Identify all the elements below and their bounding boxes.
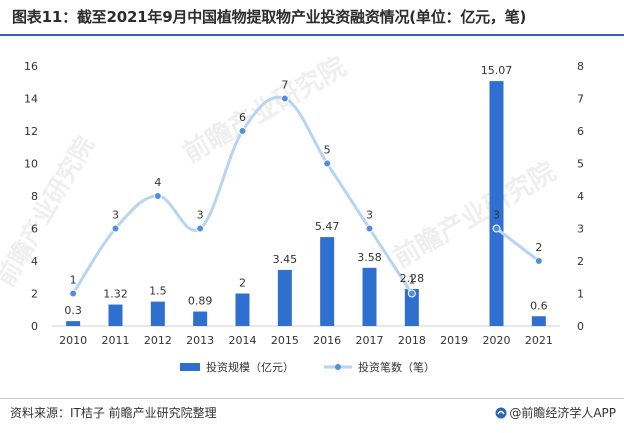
legend-line-label: 投资笔数（笔） (358, 360, 435, 374)
source-note: 资料来源：IT桔子 前瞻产业研究院整理 (10, 406, 217, 420)
line-marker (323, 159, 332, 168)
x-tick-label: 2011 (102, 334, 130, 347)
y-right-tick-label: 4 (577, 190, 584, 203)
y-axis-left: 0 2 4 6 8 10 12 14 16 (24, 60, 38, 333)
bar-value-label: 3.45 (273, 253, 298, 266)
x-tick-label: 2020 (483, 334, 511, 347)
line-marker (492, 224, 501, 233)
legend-line-marker (335, 364, 341, 370)
y-left-tick-label: 0 (31, 320, 38, 333)
line-value-label: 3 (197, 209, 204, 222)
bar (489, 81, 504, 326)
line-value-label: 3 (112, 209, 119, 222)
bar (404, 288, 419, 326)
line-value-label: 1 (408, 274, 415, 287)
x-tick-label: 2019 (440, 334, 468, 347)
bar (150, 301, 165, 326)
y-right-tick-label: 5 (577, 158, 584, 171)
line-value-label: 6 (239, 111, 246, 124)
bar (193, 311, 208, 326)
bar-value-label: 0.3 (64, 304, 82, 317)
y-right-tick-label: 7 (577, 93, 584, 106)
x-tick-label: 2014 (229, 334, 257, 347)
bar-value-label: 2 (239, 277, 246, 290)
line-value-label: 2 (535, 241, 542, 254)
bar (531, 316, 546, 326)
x-tick-label: 2017 (356, 334, 384, 347)
line-value-label: 4 (154, 176, 161, 189)
y-left-tick-label: 4 (31, 255, 38, 268)
bar-data-labels: 0.3 1.32 1.5 0.89 2 3.45 5.47 3.58 2.28 15.07 0.6 (64, 64, 547, 317)
y-right-tick-label: 0 (577, 320, 584, 333)
legend-bar-swatch (180, 363, 200, 371)
bar (362, 267, 377, 326)
bar-value-label: 3.58 (357, 251, 382, 264)
bar-value-label: 1.32 (103, 288, 128, 301)
line-marker (365, 224, 374, 233)
line-data-labels: 1 3 4 3 6 7 5 3 1 3 2 (70, 79, 543, 287)
x-tick-label: 2013 (186, 334, 214, 347)
line-series (69, 94, 543, 298)
watermark: 前瞻产业研究院 (0, 132, 99, 291)
legend-bar-label: 投资规模（亿元） (206, 360, 294, 374)
brand-logo-icon (495, 407, 507, 419)
y-left-tick-label: 2 (31, 288, 38, 301)
bar-value-label: 5.47 (315, 220, 340, 233)
line-marker (69, 289, 78, 298)
y-right-tick-label: 6 (577, 125, 584, 138)
x-tick-label: 2021 (525, 334, 553, 347)
y-left-tick-label: 10 (24, 158, 38, 171)
title-divider (0, 34, 624, 36)
bar-series (66, 81, 546, 326)
bar (235, 293, 250, 326)
bar (66, 321, 81, 326)
line-marker (534, 257, 543, 265)
bar (108, 304, 123, 326)
y-right-tick-label: 2 (577, 255, 584, 268)
line-marker (280, 94, 289, 103)
y-left-tick-label: 12 (24, 125, 38, 138)
x-tick-label: 2015 (271, 334, 299, 347)
y-right-tick-label: 3 (577, 223, 584, 236)
line-value-label: 3 (493, 209, 500, 222)
x-axis: 2010 2011 2012 2013 2014 2015 2016 2017 2018 2019… (59, 334, 553, 347)
brand-text: @前瞻经济学人APP (509, 406, 616, 420)
x-tick-label: 2016 (313, 334, 341, 347)
y-left-tick-label: 6 (31, 223, 38, 236)
bar-value-label: 0.89 (188, 295, 213, 308)
x-tick-label: 2012 (144, 334, 172, 347)
line-value-label: 1 (70, 274, 77, 287)
line-marker (238, 127, 247, 135)
bar-value-label: 2.28 (400, 272, 425, 285)
y-left-tick-label: 8 (31, 190, 38, 203)
x-tick-label: 2010 (59, 334, 87, 347)
bar-value-label: 15.07 (481, 64, 513, 77)
y-axis-right: 0 1 2 3 4 5 6 7 8 (577, 60, 584, 333)
bar (277, 269, 292, 326)
x-tick-label: 2018 (398, 334, 426, 347)
chart-title: 图表11：截至2021年9月中国植物提取物产业投资融资情况(单位：亿元，笔) (12, 8, 527, 26)
y-right-tick-label: 8 (577, 60, 584, 73)
legend: 投资规模（亿元） 投资笔数（笔） (180, 360, 435, 374)
line-marker (111, 224, 120, 233)
line-value-label: 5 (324, 144, 331, 157)
bar-value-label: 1.5 (149, 285, 167, 298)
line-value-label: 7 (281, 79, 288, 92)
line-value-label: 3 (366, 209, 373, 222)
line-marker (407, 289, 416, 298)
bar-value-label: 0.6 (530, 299, 548, 312)
y-left-tick-label: 16 (24, 60, 38, 73)
y-left-tick-label: 14 (24, 93, 38, 106)
bar (320, 237, 335, 326)
line-marker (196, 224, 205, 233)
line-marker (153, 192, 162, 200)
brand-credit: @前瞻经济学人APP (495, 404, 616, 421)
y-right-tick-label: 1 (577, 288, 584, 301)
footer-divider (0, 398, 624, 399)
